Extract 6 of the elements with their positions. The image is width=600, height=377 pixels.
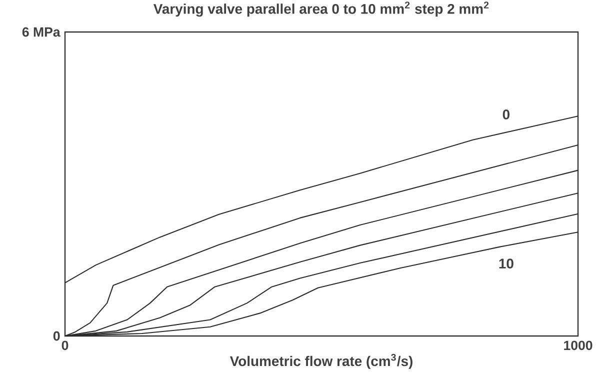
y-tick-label: 6 MPa [22,27,60,37]
x-axis-title: Volumetric flow rate (cm$^{3}$/s) [230,354,412,369]
chart-title: Varying valve parallel area 0 to 10 mm$^{2}$ step 2 mm$^{2}$ [153,2,489,17]
x-tick-label: 1000 [564,340,592,350]
series-label: 0 [502,110,510,120]
series-label: 10 [499,258,514,269]
